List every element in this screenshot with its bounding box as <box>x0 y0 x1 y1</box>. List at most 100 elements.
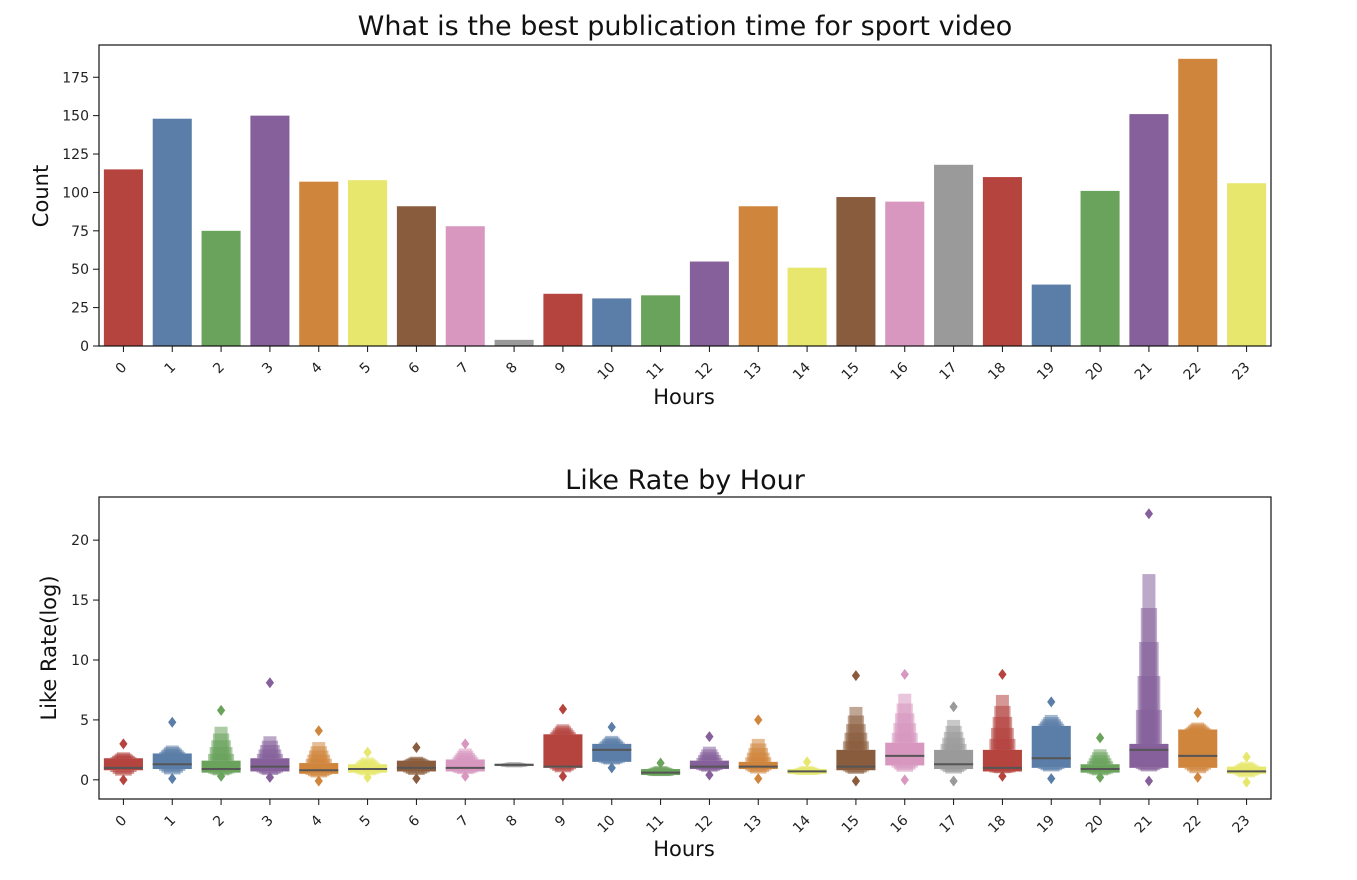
boxen-lower-level <box>942 769 965 773</box>
boxen-hour-19 <box>1031 696 1071 785</box>
boxen-outlier-point <box>1144 508 1154 520</box>
boxen-hour-14 <box>787 756 827 775</box>
boxen-box <box>1129 743 1169 768</box>
boxen-outlier-point <box>949 775 958 787</box>
like-rate-x-tick-label: 22 <box>1181 813 1205 837</box>
like-rate-y-tick-label: 5 <box>80 713 89 729</box>
boxen-lower-level <box>647 775 674 777</box>
count-y-tick-label: 0 <box>80 339 89 355</box>
bar-hour-16 <box>885 201 925 346</box>
boxen-hour-13 <box>738 714 778 785</box>
boxen-hour-2 <box>201 704 241 782</box>
boxen-outlier-point <box>558 703 568 715</box>
boxen-hour-11 <box>641 757 681 777</box>
boxen-outlier-point <box>1242 751 1251 763</box>
like-rate-x-tick-label: 10 <box>595 813 619 837</box>
boxen-outlier-point <box>412 773 421 785</box>
count-x-axis-label: Hours <box>653 385 715 409</box>
like-rate-x-tick-label: 21 <box>1132 813 1156 837</box>
boxen-lower-level <box>842 770 870 772</box>
boxen-outlier-point <box>754 714 763 726</box>
boxen-upper-level <box>403 759 430 761</box>
boxen-outlier-point <box>900 774 909 786</box>
boxen-box <box>1227 766 1267 774</box>
boxen-outlier-point <box>851 670 861 682</box>
count-y-tick-label: 100 <box>62 185 89 201</box>
count-x-tick-label: 19 <box>1034 360 1058 384</box>
boxen-upper-level <box>696 757 723 761</box>
bar-hour-1 <box>152 118 192 346</box>
boxen-outlier-point <box>656 757 665 769</box>
boxen-outlier-point <box>168 773 177 785</box>
boxen-box <box>592 743 632 762</box>
boxen-outlier-point <box>1193 707 1202 719</box>
count-x-tick-label: 7 <box>454 360 472 378</box>
boxen-outlier-point <box>1047 773 1056 785</box>
like-rate-x-tick-label: 1 <box>161 813 179 831</box>
boxen-hour-18 <box>982 668 1022 782</box>
like-rate-x-tick-label: 14 <box>790 812 814 836</box>
boxen-outlier-point <box>949 701 958 713</box>
bar-hour-3 <box>250 115 290 347</box>
like-rate-x-tick-label: 20 <box>1083 813 1107 837</box>
boxen-upper-level <box>647 768 674 770</box>
count-y-tick-label: 25 <box>71 301 89 317</box>
boxen-upper-level <box>795 767 819 770</box>
boxen-outlier-point <box>607 721 616 733</box>
like-rate-x-ticks: 0 1 2 3 4 5 6 7 8 9 10 11 12 13 14 15 16 17 18 19 20 21 22 23 <box>113 799 1253 837</box>
count-y-axis-label: Count <box>29 165 53 227</box>
bar-hour-2 <box>201 230 241 346</box>
count-x-tick-label: 23 <box>1229 360 1253 384</box>
count-chart: What is the best publication time for sp… <box>29 11 1272 409</box>
boxen-upper-level <box>598 742 625 744</box>
count-x-tick-label: 12 <box>692 360 716 384</box>
count-x-tick-label: 0 <box>113 360 131 378</box>
bar-hour-11 <box>641 295 681 346</box>
boxen-outlier-point <box>1193 771 1202 783</box>
boxen-box <box>396 760 436 772</box>
count-plot-frame <box>98 44 1272 347</box>
boxen-outlier-point <box>998 668 1007 680</box>
boxen-box <box>982 749 1022 772</box>
boxen-hour-12 <box>689 731 729 781</box>
like-rate-x-tick-label: 17 <box>936 813 960 837</box>
bar-hour-12 <box>689 261 729 346</box>
boxen-upper-level <box>452 757 479 760</box>
count-y-tick-label: 125 <box>62 147 89 163</box>
bar-hour-6 <box>396 206 436 346</box>
boxen-hour-6 <box>396 741 436 785</box>
count-x-tick-label: 1 <box>161 360 179 378</box>
boxen-outlier-point <box>1095 732 1105 744</box>
boxen-box <box>299 763 339 774</box>
boxen-upper-level <box>354 762 381 765</box>
boxen-box <box>1178 729 1218 768</box>
count-x-tick-label: 2 <box>210 360 228 378</box>
like-rate-x-tick-label: 11 <box>643 813 667 837</box>
like-rate-y-tick-label: 20 <box>71 533 89 549</box>
like-rate-x-tick-label: 5 <box>357 813 375 831</box>
count-x-tick-label: 13 <box>741 360 765 384</box>
count-y-ticks: 0 25 50 75 100 125 150 175 <box>62 70 99 355</box>
boxen-outlier-point <box>851 775 861 787</box>
boxen-upper-level <box>305 758 332 764</box>
boxen-outlier-point <box>705 731 714 743</box>
boxen-upper-level <box>549 732 576 735</box>
boxen-box <box>201 760 241 773</box>
like-rate-x-tick-label: 2 <box>210 813 228 831</box>
like-rate-y-tick-label: 10 <box>71 653 89 669</box>
boxen-outlier-point <box>265 771 275 783</box>
like-rate-x-tick-label: 15 <box>839 813 863 837</box>
count-x-tick-label: 17 <box>936 360 960 384</box>
boxen-outlier-point <box>119 738 128 750</box>
boxen-outlier-point <box>1095 771 1105 783</box>
boxen-lower-level <box>891 765 918 768</box>
bar-hour-17 <box>934 164 974 346</box>
count-x-tick-label: 18 <box>985 360 1009 384</box>
bar-hour-0 <box>103 169 143 346</box>
bar-hour-5 <box>348 180 388 346</box>
like-rate-y-tick-label: 15 <box>71 593 89 609</box>
boxen-lower-level <box>1233 773 1260 776</box>
like-rate-x-tick-label: 12 <box>692 813 716 837</box>
boxen-outlier-point <box>607 762 616 774</box>
